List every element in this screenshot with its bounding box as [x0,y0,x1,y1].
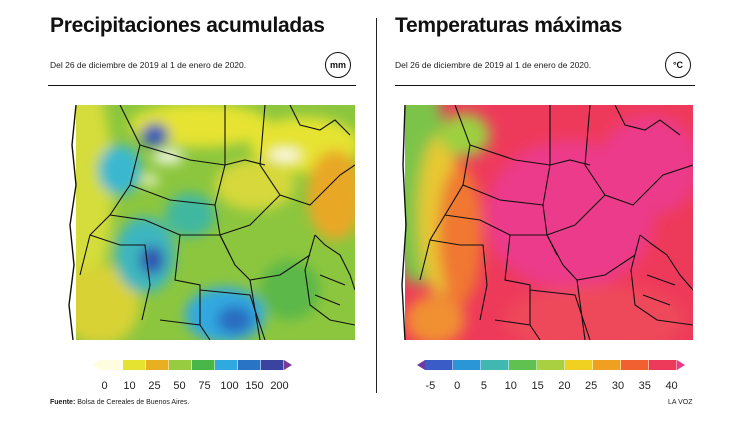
source-text: Bolsa de Cereales de Buenos Aires. [77,399,190,406]
precip-white-1 [153,151,183,163]
legend-swatch [261,360,284,370]
precipitation-legend-ticks: 0 10 25 50 75 100 150 200 [92,380,292,392]
legend-tick: 0 [454,380,461,392]
legend-swatch [509,360,537,370]
legend-tick: 15 [531,380,544,392]
precip-center-yellow [215,160,295,210]
legend-cap-low [417,360,425,370]
legend-tick: 100 [220,380,239,392]
precip-blue-south [217,306,253,334]
temp-south-red [505,285,685,340]
legend-tick: 5 [480,380,488,392]
legend-swatch [425,360,453,370]
temp-coastline [401,105,407,340]
temperature-panel: Temperaturas máximas Del 26 de diciembre… [380,0,740,422]
legend-tick: 20 [558,380,571,392]
legend-swatch [565,360,593,370]
temperature-legend-ticks: -5 0 5 10 15 20 25 30 35 40 [417,380,685,392]
legend-swatch [621,360,649,370]
legend-swatch [169,360,192,370]
legend-swatch [649,360,677,370]
legend-swatch [453,360,481,370]
precip-cyan-center [165,193,215,237]
publisher-credit: LA VOZ [668,399,693,406]
legend-tick: 25 [585,380,598,392]
legend-swatch [481,360,509,370]
source-label: Fuente: [50,399,76,406]
legend-tick: 10 [504,380,517,392]
precip-southwest-yellow [60,265,140,340]
temperature-title: Temperaturas máximas [395,14,623,37]
precip-blue-west [140,246,164,274]
legend-cap-low [92,360,100,370]
temp-west-orange [438,165,482,305]
legend-cap-high [677,360,685,370]
source-note: Fuente: Bolsa de Cereales de Buenos Aire… [50,399,189,406]
legend-tick: 150 [245,380,264,392]
legend-tick: 0 [101,380,108,392]
temperature-header-rule [395,85,695,86]
legend-swatch [593,360,621,370]
precipitation-legend-bar [92,360,292,370]
legend-swatch [123,360,146,370]
legend-tick: 30 [611,380,625,392]
legend-swatch [146,360,169,370]
panel-divider [376,18,377,393]
legend-tick: 200 [270,380,289,392]
legend-cap-high [284,360,292,370]
precipitation-legend: 0 10 25 50 75 100 150 200 [92,360,292,392]
precipitation-title: Precipitaciones acumuladas [50,14,325,37]
legend-tick: 50 [173,380,186,392]
precipitation-panel: Precipitaciones acumuladas Del 26 de dic… [0,0,360,422]
legend-tick: 35 [638,380,651,392]
legend-tick: 40 [665,380,678,392]
temp-southwest-orange [405,295,465,340]
legend-swatch [537,360,565,370]
precipitation-map [50,105,355,340]
precipitation-date-range: Del 26 de diciembre de 2019 al 1 de ener… [50,60,247,70]
legend-tick: -5 [425,380,436,392]
temperature-legend-bar [417,360,685,370]
temperature-date-range: Del 26 de diciembre de 2019 al 1 de ener… [395,60,592,70]
temp-north-green [440,113,490,157]
legend-tick: 25 [148,380,161,392]
precip-blue-north [141,123,169,147]
temperature-unit-badge: °C [665,52,691,78]
precip-white-2 [269,150,301,160]
temperature-legend: -5 0 5 10 15 20 25 30 35 40 [417,360,685,392]
legend-swatch [215,360,238,370]
precip-borders [79,105,355,340]
precipitation-header-rule [48,85,356,86]
legend-swatch [192,360,215,370]
legend-tick: 75 [198,380,211,392]
legend-swatch [100,360,123,370]
legend-tick: 10 [123,380,136,392]
precip-white-3 [142,175,158,185]
temp-ocean-mask [395,105,405,340]
legend-swatch [238,360,261,370]
temperature-map [395,105,693,340]
precip-coastline [68,105,77,340]
temp-borders [419,105,693,340]
temp-northeast-magenta [600,115,693,215]
precip-green-east [260,260,320,320]
precipitation-unit-badge: mm [325,52,351,78]
